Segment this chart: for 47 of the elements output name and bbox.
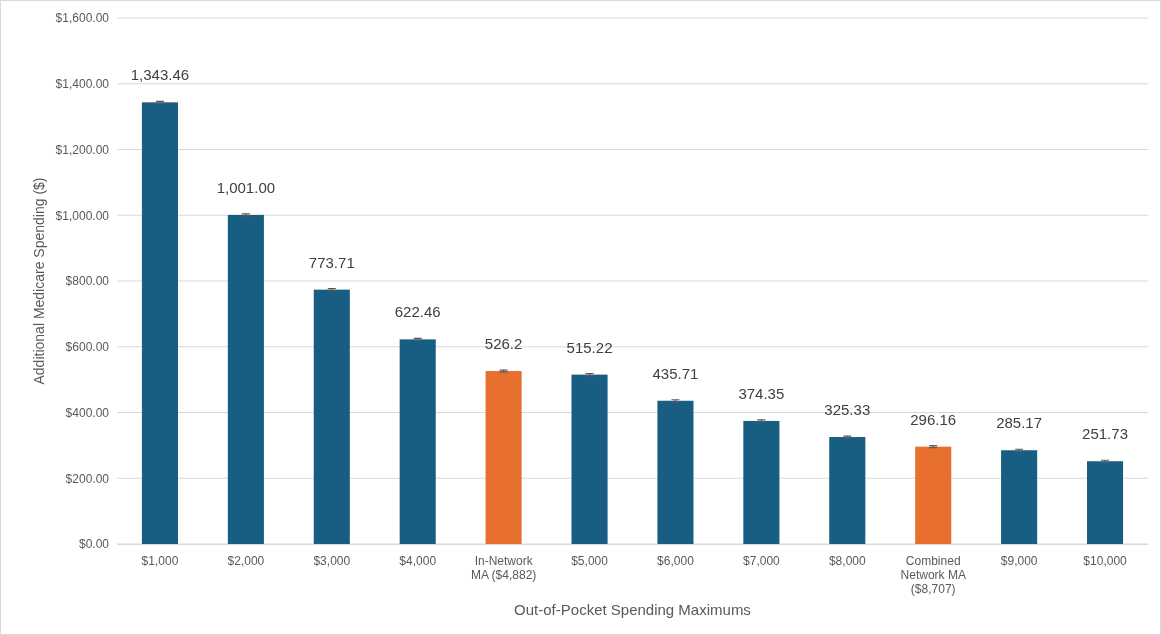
y-tick-label: $400.00 (65, 405, 110, 420)
x-tick-label: $9,000 (1000, 553, 1038, 568)
bar (571, 374, 608, 544)
y-tick-label: $1,400.00 (55, 77, 110, 92)
x-tick-label: $5,000 (571, 553, 609, 568)
bar (829, 437, 866, 544)
x-tick-label: $4,000 (399, 553, 437, 568)
x-tick-label: $8,000 (828, 553, 866, 568)
y-tick-label: $800.00 (65, 274, 110, 289)
data-label: 435.71 (652, 364, 699, 382)
data-label: 325.33 (824, 401, 871, 419)
data-label: 1,343.46 (130, 66, 190, 84)
bar (313, 289, 350, 544)
y-tick-label: $1,200.00 (55, 142, 110, 157)
bar (1087, 461, 1124, 544)
data-label: 526.2 (484, 335, 523, 353)
x-tick-label: Combined Network MA ($8,707) (900, 553, 966, 597)
bar (485, 371, 522, 544)
y-tick-label: $1,000.00 (55, 208, 110, 223)
data-label: 1,001.00 (216, 178, 276, 196)
x-tick-label: $2,000 (227, 553, 265, 568)
bar (1001, 450, 1038, 544)
bar (141, 102, 178, 544)
bar (915, 446, 952, 544)
y-tick-label: $0.00 (78, 537, 110, 552)
x-tick-label: $7,000 (743, 553, 781, 568)
data-label: 773.71 (308, 253, 355, 271)
y-tick-label: $600.00 (65, 340, 110, 355)
data-label: 622.46 (394, 303, 441, 321)
data-label: 374.35 (738, 384, 785, 402)
y-tick-label: $200.00 (65, 471, 110, 486)
x-tick-label: In-Network MA ($4,882) (470, 553, 537, 582)
data-label: 296.16 (910, 410, 957, 428)
data-label: 285.17 (996, 414, 1043, 432)
x-tick-label: $1,000 (141, 553, 179, 568)
x-tick-label: $10,000 (1083, 553, 1128, 568)
bar (743, 420, 780, 544)
data-label: 515.22 (566, 338, 613, 356)
bar (227, 214, 264, 544)
x-axis-title: Out-of-Pocket Spending Maximums (514, 601, 751, 618)
bar (399, 339, 436, 544)
y-tick-label: $1,600.00 (55, 11, 110, 26)
x-tick-label: $6,000 (657, 553, 695, 568)
y-axis-title: Additional Medicare Spending ($) (31, 177, 47, 385)
bar (657, 400, 694, 544)
data-label: 251.73 (1082, 425, 1128, 443)
x-tick-label: $3,000 (313, 553, 351, 568)
